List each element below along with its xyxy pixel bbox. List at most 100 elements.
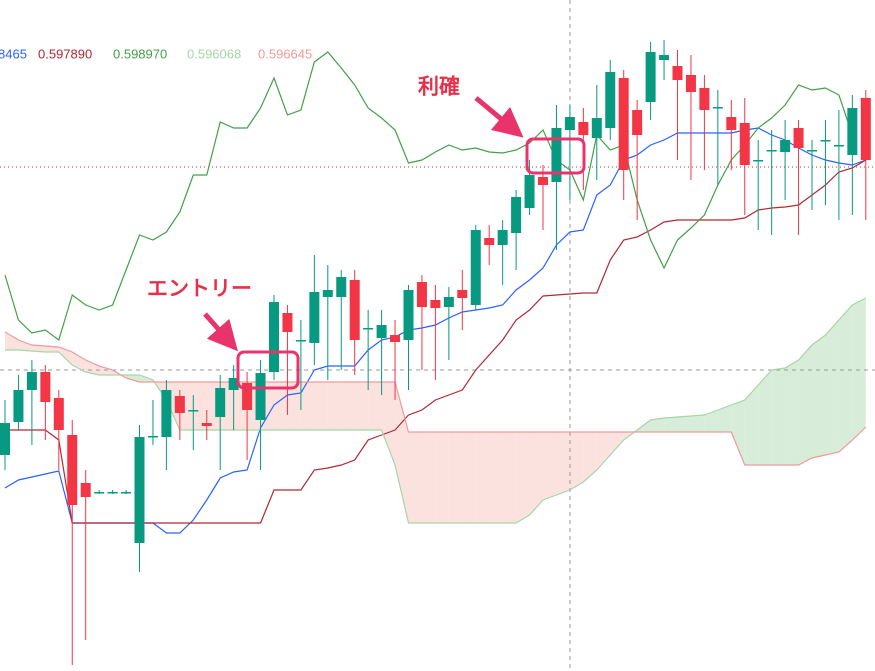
cloud-segment [704,410,718,432]
indicator-line [4,331,867,466]
cloud-segment [475,432,490,523]
candle-body [712,107,723,109]
candle-body [726,117,737,130]
candle-body [645,52,656,102]
cloud-segment [462,432,476,523]
candle-body [26,372,37,390]
candle-body [524,175,535,208]
candle-body [551,128,562,182]
cloud-segment [5,332,19,350]
candle-body [766,150,777,152]
cloud-segment [758,370,772,465]
cloud-segment [179,382,194,430]
candle-body [416,282,427,307]
take-profit-arrow [474,96,524,138]
cloud-segment [583,432,597,482]
cloud-segment [435,432,449,523]
candle-body [484,238,495,245]
cloud-segment [448,432,463,523]
cloud-segment [690,415,705,432]
candle-body [538,177,548,185]
cloud-segment [731,400,745,465]
candle-body [242,383,253,410]
cloud-segment [838,305,853,452]
legend-value: 0.598970 [113,46,167,61]
candle-body [699,88,710,110]
candle-body [174,396,185,413]
cloud-segment [85,360,100,375]
cloud-segment [58,347,73,365]
candle-body [591,118,602,138]
cloud-segment [516,432,530,523]
candle-body [457,290,468,298]
cloud-segment [569,432,584,490]
candle-body [807,150,817,152]
candle-body [161,390,172,437]
candle-body [94,492,105,494]
cloud-segment [126,375,140,382]
candle-body [282,313,293,332]
cloud-segment [421,432,436,523]
cloud-segment [489,432,503,523]
legend-value: 0.596645 [258,46,312,61]
candle-body [605,72,616,128]
candle-body [215,388,226,417]
cloud-segment [72,352,86,372]
cloud-segment [18,340,32,351]
candle-body [578,122,589,135]
candle-body [188,410,199,412]
entry-box [236,350,300,390]
candle-body [860,98,871,160]
cloud-segment [664,417,678,432]
candle-body [443,297,454,307]
candle-body [820,140,831,142]
candle-body [833,145,844,147]
indicator-lines [0,51,875,534]
candle-body [80,483,91,497]
cloud-segment [610,432,624,455]
candle-body [847,108,858,155]
candle-body [672,66,683,80]
candle-body [793,128,804,148]
cloud-segment [341,382,355,430]
cloud-segment [852,298,866,440]
cloud-segment [556,432,570,495]
cloud-segment [785,360,799,465]
candle-body [309,292,320,343]
entry-label: エントリー [147,278,252,301]
candle-body [53,398,64,430]
cloud-segment [502,432,517,523]
cloud [5,298,866,523]
candle-body [780,140,791,152]
cloud-segment [300,382,315,430]
cloud-segment [314,382,328,430]
cloud-segment [45,346,59,352]
candle-body [511,197,522,233]
indicator-line [5,297,867,524]
cloud-segment [354,382,369,430]
candle-body [403,290,414,340]
candles [0,40,871,665]
cloud-segment [529,432,543,515]
cloud-segment [650,418,665,432]
cloud-segment [771,368,786,465]
candle-body [13,390,24,422]
candle-body [349,280,360,340]
candle-body [67,435,78,505]
candle-body [470,230,481,305]
candle-body [107,492,118,494]
candle-body [632,110,643,135]
cloud-segment [31,345,46,352]
candle-body [269,302,279,372]
candle-body [390,335,401,342]
candle-body [295,340,306,342]
legend-value: 0.597890 [38,46,92,61]
cloud-segment [274,382,288,430]
cloud-segment [327,382,342,430]
candle-body [134,437,145,543]
cloud-segment [368,382,382,430]
indicator-line [4,51,853,341]
cloud-segment [395,382,409,523]
candle-body [322,290,333,297]
cloud-segment [408,432,422,523]
